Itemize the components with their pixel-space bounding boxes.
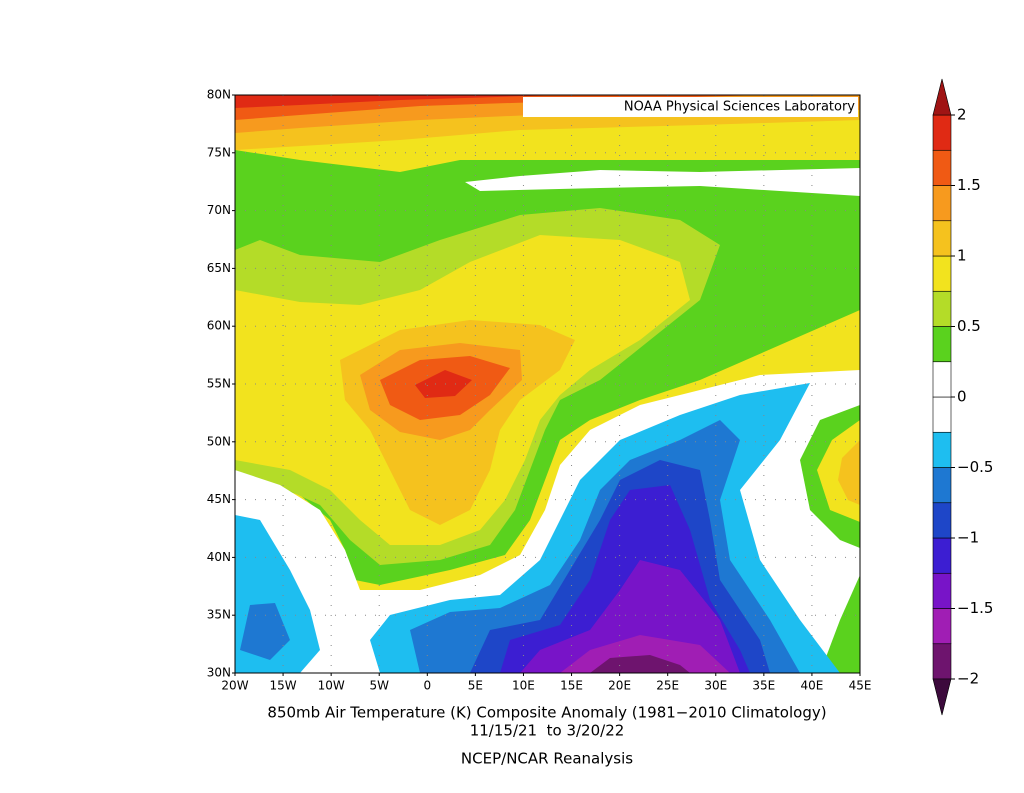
colorbar-band: [932, 326, 952, 363]
x-tick-label: 20W: [221, 679, 248, 693]
y-tick-label: 60N: [207, 319, 231, 333]
chart-source: NCEP/NCAR Reanalysis: [461, 750, 633, 768]
x-tick-label: 15W: [270, 679, 297, 693]
colorbar-band: [932, 572, 952, 609]
colorbar-tick-label: −0.5: [957, 458, 993, 476]
colorbar-tick-label: 2: [957, 106, 967, 124]
y-tick-label: 40N: [207, 550, 231, 564]
chart-title: 850mb Air Temperature (K) Composite Anom…: [267, 704, 826, 722]
colorbar-band: [932, 149, 952, 186]
x-tick-label: 15E: [560, 679, 583, 693]
field-dark-purple: [590, 655, 690, 673]
y-tick-label: 50N: [207, 434, 231, 448]
colorbar-tick-label: −1.5: [957, 599, 993, 617]
y-tick-label: 65N: [207, 261, 231, 275]
colorbar-tick-label: 0.5: [957, 317, 981, 335]
colorbar-band: [932, 537, 952, 574]
x-tick-label: 5W: [369, 679, 389, 693]
x-tick-label: 20E: [608, 679, 631, 693]
chart-subtitle: 11/15/21 to 3/20/22: [470, 722, 625, 740]
colorbar-tick-label: −2: [957, 670, 979, 688]
y-tick-label: 30N: [207, 666, 231, 680]
watermark-box: [523, 97, 858, 117]
watermark: NOAA Physical Sciences Laboratory: [624, 100, 855, 115]
colorbar-band: [932, 502, 952, 539]
y-tick-label: 75N: [207, 145, 231, 159]
colorbar-band: [932, 361, 952, 398]
colorbar-band: [932, 467, 952, 504]
colorbar-tick-label: −1: [957, 529, 979, 547]
colorbar-band: [932, 290, 952, 327]
x-tick-label: 35E: [752, 679, 775, 693]
colorbar-band: [932, 643, 952, 680]
y-tick-label: 55N: [207, 377, 231, 391]
colorbar-tick-label: 1: [957, 247, 967, 265]
x-tick-label: 10W: [318, 679, 345, 693]
y-tick-label: 35N: [207, 608, 231, 622]
field-se-green: [820, 575, 860, 673]
colorbar-tick-label: 1.5: [957, 176, 981, 194]
field-top-red: [235, 95, 560, 108]
x-tick-label: 30E: [704, 679, 727, 693]
x-tick-label: 10E: [512, 679, 535, 693]
colorbar-band: [932, 608, 952, 645]
y-tick-label: 80N: [207, 88, 231, 102]
colorbar-over: [932, 78, 952, 116]
x-tick-label: 0: [423, 679, 431, 693]
x-tick-label: 45E: [849, 679, 872, 693]
colorbar-band: [932, 185, 952, 222]
field-blue-west: [240, 603, 290, 660]
colorbar-band: [932, 396, 952, 433]
colorbar-tick-label: 0: [957, 388, 967, 406]
x-tick-label: 40E: [800, 679, 823, 693]
colorbar-band: [932, 431, 952, 468]
colorbar-band: [932, 114, 952, 151]
field-east-yo: [838, 440, 860, 505]
colorbar-band: [932, 255, 952, 292]
colorbar-band: [932, 220, 952, 257]
y-tick-label: 45N: [207, 492, 231, 506]
y-tick-label: 70N: [207, 203, 231, 217]
contour-fields: [235, 95, 860, 673]
colorbar-under: [932, 678, 952, 716]
x-tick-label: 5E: [468, 679, 483, 693]
field-white-north: [465, 168, 860, 196]
field-magenta: [560, 635, 730, 673]
x-tick-label: 25E: [656, 679, 679, 693]
field-red: [415, 370, 472, 398]
